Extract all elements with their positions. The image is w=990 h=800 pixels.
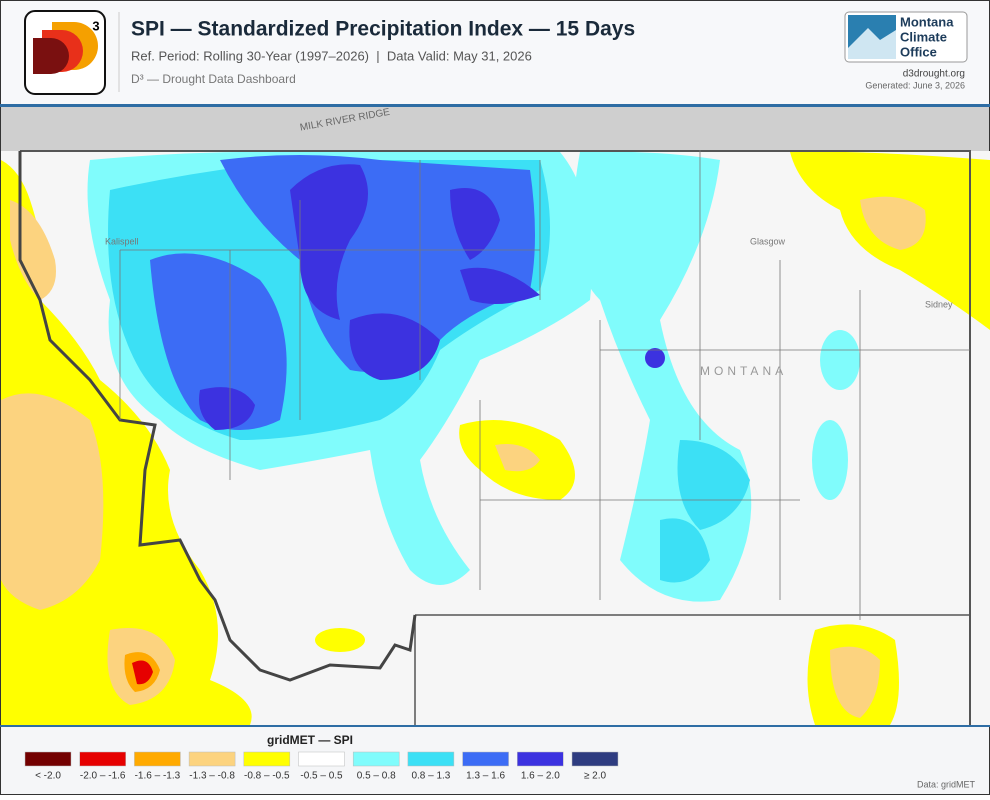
org-line: Montana	[900, 14, 954, 29]
generated: Generated: June 3, 2026	[865, 80, 965, 90]
logo-superscript: 3	[92, 18, 99, 33]
legend-label: 0.5 – 0.8	[357, 771, 396, 782]
source: Data: gridMET	[917, 779, 976, 789]
url: d3drought.org	[903, 69, 965, 80]
legend: < -2.0 -2.0 – -1.6 -1.6 – -1.3 -1.3 – -0.8-…	[24, 751, 619, 782]
title: SPI — Standardized Precipitation Index —…	[131, 18, 635, 41]
legend-rule	[0, 725, 990, 727]
org-line: Climate	[900, 29, 947, 44]
legend-label: 1.6 – 2.0	[521, 771, 560, 782]
map-label: MONTANA	[700, 364, 787, 378]
legend-label: -0.8 – -0.5	[244, 771, 290, 782]
legend-swatch	[407, 751, 455, 767]
legend-swatch	[462, 751, 509, 767]
legend-swatch	[571, 751, 619, 767]
legend-label: 1.3 – 1.6	[466, 771, 505, 782]
map-label: Kalispell	[105, 236, 139, 246]
legend-swatch	[24, 751, 72, 767]
brand: D³ — Drought Data Dashboard	[131, 72, 296, 86]
map-label: Sidney	[925, 299, 953, 309]
map: MILK RIVER RIDGE MONTANA Kalispell Glasg…	[1, 107, 990, 725]
legend-label: -0.5 – 0.5	[300, 771, 343, 782]
legend-swatch	[134, 751, 181, 767]
legend-label: ≥ 2.0	[584, 771, 607, 782]
legend-label: < -2.0	[35, 771, 61, 782]
map-label: Glasgow	[750, 236, 786, 246]
legend-swatch	[79, 751, 126, 767]
subtitle: Ref. Period: Rolling 30-Year (1997–2026)…	[131, 48, 532, 63]
header-bg	[1, 1, 989, 105]
mco-logo: Montana Climate Office	[844, 11, 968, 63]
legend-label: -1.3 – -0.8	[189, 771, 235, 782]
legend-swatch	[243, 751, 291, 767]
legend-label: -1.6 – -1.3	[135, 771, 181, 782]
org-line: Office	[900, 44, 937, 59]
legend-label: 0.8 – 1.3	[411, 771, 450, 782]
legend-swatch	[517, 751, 564, 767]
d3-logo: 3	[24, 10, 106, 95]
legend-swatch	[188, 751, 236, 767]
legend-title: gridMET — SPI	[267, 733, 353, 747]
legend-swatch	[298, 751, 345, 767]
legend-swatch	[352, 751, 400, 767]
legend-label: -2.0 – -1.6	[80, 771, 126, 782]
header-rule	[0, 104, 990, 107]
